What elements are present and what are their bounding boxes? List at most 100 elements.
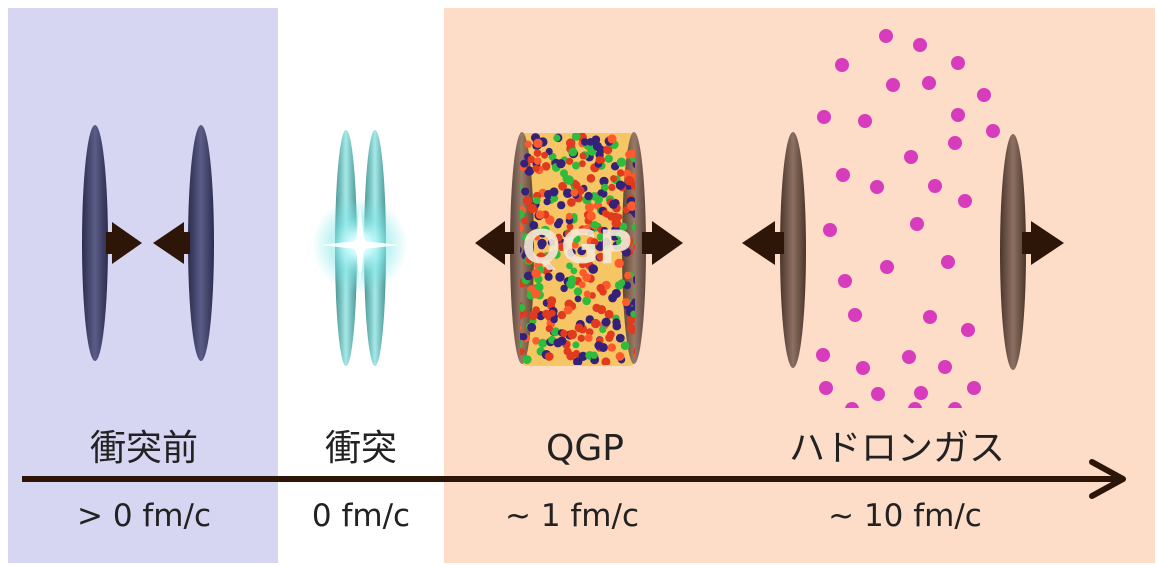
qgp-particle [601, 317, 611, 327]
qgp-particle [520, 246, 522, 254]
qgp-particle [579, 152, 587, 160]
qgp-particle [584, 333, 593, 342]
qgp-particle [586, 211, 596, 221]
time-label-collision: 0 fm/c [312, 498, 410, 534]
qgp-particle [624, 175, 635, 186]
qgp-particle [545, 325, 553, 333]
hadron-particle [938, 360, 952, 374]
qgp-particle [520, 160, 521, 164]
qgp-particle [591, 318, 601, 329]
qgp-particle [520, 325, 522, 332]
qgp-particle [533, 149, 542, 157]
qgp-particle [527, 285, 536, 293]
qgp-particle [566, 262, 573, 270]
qgp-particle [600, 183, 609, 192]
qgp-particle [610, 175, 618, 183]
qgp-particle [584, 191, 593, 201]
qgp-particle [614, 281, 624, 290]
qgp-particle [557, 310, 567, 320]
qgp-particle [604, 309, 614, 319]
qgp-particle [616, 239, 623, 247]
qgp-particle [534, 282, 544, 292]
qgp-particle [567, 198, 576, 207]
arrow-left-icon [153, 222, 184, 264]
qgp-particle [596, 252, 605, 261]
qgp-particle [572, 181, 581, 190]
hadron-particles [816, 29, 1000, 408]
qgp-particle [605, 333, 614, 342]
qgp-particle [523, 271, 533, 281]
hadron-particle [908, 402, 922, 408]
hadron-particle [910, 217, 924, 231]
qgp-particle [523, 238, 533, 248]
qgp-particle [566, 138, 576, 148]
qgp-particle [627, 201, 635, 211]
qgp-particle [584, 202, 595, 212]
qgp-particle [633, 347, 635, 355]
qgp-particle [631, 298, 635, 307]
qgp-particle [578, 351, 588, 361]
qgp-particle [528, 310, 538, 321]
hadron-particle [836, 168, 850, 182]
qgp-particle [608, 183, 616, 191]
qgp-overlay-label: QGP [522, 220, 633, 274]
hadron-nucleus-left [780, 132, 806, 368]
qgp-particle [531, 268, 541, 279]
qgp-particle [622, 298, 631, 307]
qgp-particle [619, 222, 628, 231]
qgp-particle [588, 264, 598, 274]
qgp-particle [563, 188, 573, 198]
qgp-particle [581, 138, 589, 146]
hadron-particle [922, 76, 936, 90]
qgp-particle [611, 288, 621, 299]
qgp-particle [520, 209, 525, 219]
qgp-particle [582, 224, 591, 233]
nucleus-right [188, 125, 214, 361]
qgp-particle [601, 357, 611, 365]
qgp-particle [522, 196, 533, 206]
qgp-particle [570, 267, 578, 275]
hadron-particle [977, 88, 991, 102]
qgp-particle [607, 343, 616, 352]
qgp-particle [610, 162, 620, 171]
qgp-particle [550, 327, 560, 337]
qgp-particle [608, 199, 618, 209]
hadron-particle [823, 223, 837, 237]
qgp-particle [538, 242, 546, 250]
qgp-particle [522, 233, 530, 241]
qgp-particle [634, 287, 635, 293]
qgp-particle [572, 234, 581, 244]
qgp-particle [631, 208, 635, 218]
collision-flash-icon [320, 205, 400, 285]
qgp-particle [596, 233, 605, 241]
hadron-particle [870, 180, 884, 194]
qgp-particle [582, 296, 591, 306]
qgp-particle [521, 187, 530, 196]
qgp-particle [630, 310, 635, 318]
hadron-particle [904, 150, 918, 164]
qgp-particle [571, 133, 581, 141]
qgp-particle [566, 223, 574, 231]
qgp-particle [550, 194, 559, 202]
qgp-particle [567, 329, 577, 340]
qgp-particle [574, 295, 582, 303]
qgp-particle [543, 198, 551, 206]
qgp-particle [533, 196, 541, 205]
qgp-particle [595, 156, 604, 164]
qgp-particle [567, 248, 576, 257]
qgp-particle [614, 258, 624, 268]
qgp-particle [520, 224, 524, 232]
time-label-qgp: ~ 1 fm/c [505, 498, 639, 534]
qgp-particle [564, 175, 574, 185]
qgp-particle [572, 341, 580, 349]
qgp-particle [558, 181, 567, 191]
qgp-particle [551, 249, 561, 259]
stage-label-qgp: QGP [546, 428, 624, 469]
time-axis [22, 459, 1126, 499]
qgp-particle [554, 220, 562, 229]
qgp-particle [592, 141, 603, 151]
qgp-particle [616, 169, 625, 177]
qgp-particle [520, 312, 523, 320]
hadron-particle [856, 361, 870, 375]
qgp-particle [633, 243, 635, 251]
